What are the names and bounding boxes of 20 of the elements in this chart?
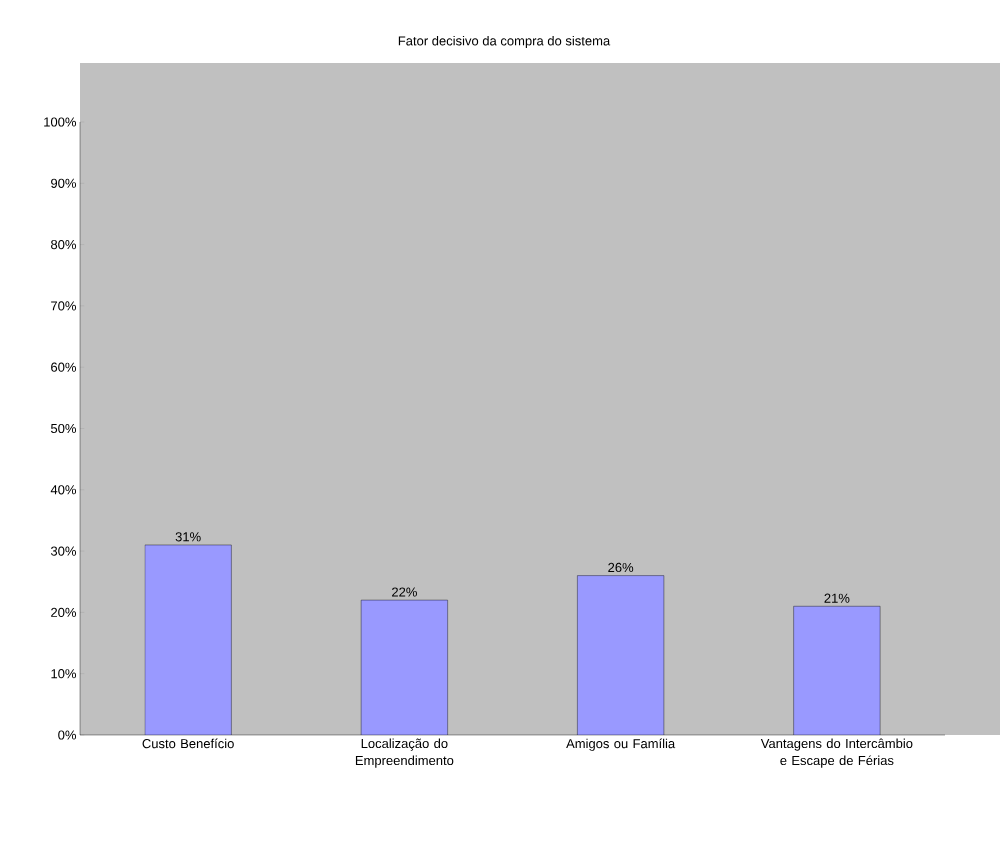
y-tick-label: 10%: [51, 669, 77, 679]
y-tick-label: 40%: [50, 485, 77, 495]
data-label: 31%: [175, 532, 201, 542]
data-label: 22%: [392, 587, 417, 597]
y-tick-label: 50%: [50, 423, 77, 434]
x-tick-label: Amigos ou Família: [566, 738, 676, 751]
y-tick-label: 0%: [58, 730, 77, 740]
x-tick-label: Vantagens do Intercâmbio e Escape de Férias: [760, 738, 913, 768]
y-tick-label: 70%: [51, 301, 77, 311]
y-tick-label: 100%: [44, 117, 77, 127]
y-tick-label: 30%: [50, 546, 77, 556]
y-tick-label: 90%: [51, 178, 77, 188]
x-tick-label: Custo Benefício: [142, 738, 234, 749]
y-tick-label: 20%: [51, 607, 77, 617]
chart-title: Fator decisivo da compra do sistema: [398, 35, 611, 49]
y-tick-label: 60%: [51, 362, 77, 372]
data-label: 26%: [608, 562, 634, 573]
y-tick-label: 80%: [51, 239, 77, 250]
data-label: 21%: [824, 593, 850, 603]
x-tick-label: Localização do Empreendimento: [355, 738, 454, 768]
